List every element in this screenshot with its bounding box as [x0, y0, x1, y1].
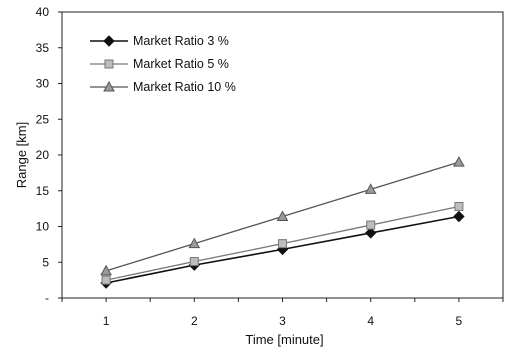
legend-marker — [103, 35, 115, 47]
legend-item: Market Ratio 10 % — [90, 80, 236, 94]
y-tick-label: 25 — [36, 112, 50, 126]
series-2 — [101, 201, 464, 285]
y-tick-label: 10 — [36, 220, 50, 234]
x-axis: 1 2 3 4 5 — [61, 298, 504, 328]
y-tick-label: - — [45, 291, 49, 305]
data-point — [364, 183, 377, 194]
series-3 — [100, 156, 465, 276]
plot-area — [61, 11, 504, 299]
data-point — [276, 210, 289, 221]
data-point — [364, 227, 377, 239]
y-tick-label: 15 — [36, 184, 50, 198]
x-tick-label: 3 — [279, 314, 286, 328]
data-point — [366, 220, 376, 230]
data-point — [101, 275, 111, 285]
legend: Market Ratio 3 % Market Ratio 5 % Market R… — [90, 34, 236, 94]
y-tick-label: 40 — [36, 5, 50, 19]
legend-item: Market Ratio 5 % — [90, 57, 229, 71]
y-tick-label: 30 — [36, 77, 50, 91]
data-point — [454, 201, 464, 211]
legend-marker — [103, 80, 115, 92]
x-axis-label: Time [minute] — [245, 332, 323, 347]
legend-label: Market Ratio 10 % — [133, 80, 236, 94]
y-axis-label: Range [km] — [14, 122, 29, 188]
legend-label: Market Ratio 5 % — [133, 57, 229, 71]
data-point — [189, 257, 199, 267]
x-tick-label: 4 — [367, 314, 374, 328]
series-layer — [100, 156, 465, 289]
legend-label: Market Ratio 3 % — [133, 34, 229, 48]
legend-item: Market Ratio 3 % — [90, 34, 229, 48]
data-point — [453, 210, 465, 223]
x-tick-label: 1 — [103, 314, 110, 328]
x-tick-label: 2 — [191, 314, 198, 328]
data-point — [278, 239, 287, 249]
data-point — [100, 264, 112, 276]
data-point — [188, 237, 201, 249]
legend-marker — [104, 59, 114, 69]
y-axis: - 5 10 15 20 25 30 35 40 — [36, 5, 62, 305]
y-tick-label: 35 — [36, 41, 50, 55]
y-tick-label: 20 — [36, 148, 50, 162]
series-1 — [100, 210, 465, 289]
x-tick-label: 5 — [456, 314, 463, 328]
data-point — [453, 156, 465, 167]
y-tick-label: 5 — [42, 255, 49, 269]
